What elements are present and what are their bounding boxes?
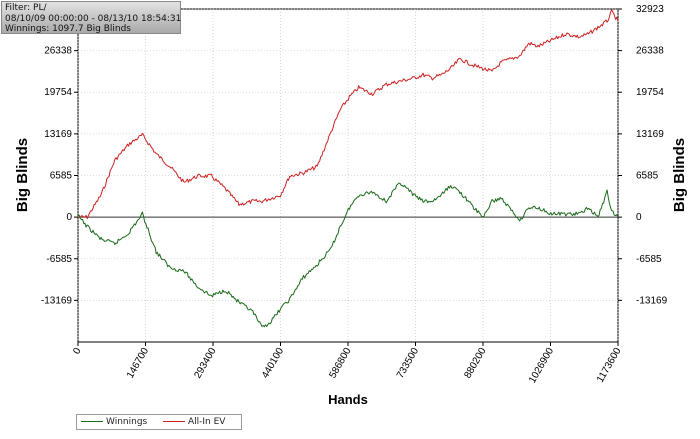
- x-tick-label: 293400: [192, 346, 218, 381]
- info-box: Filter: PL/ 08/10/09 00:00:00 - 08/13/10…: [1, 1, 181, 34]
- legend-item-allin-ev: All-In EV: [163, 417, 225, 428]
- y-ticks-right: 32923 26338 19754 13169 6585 0 -6585 -13169: [618, 4, 668, 306]
- y-tick-label-right: 0: [636, 212, 642, 223]
- y-tick-label-left: -6585: [46, 254, 72, 265]
- legend-item-winnings: Winnings: [81, 417, 147, 428]
- x-axis-title: Hands: [328, 392, 368, 407]
- legend: Winnings All-In EV: [76, 414, 242, 430]
- date-range-text: 08/10/09 00:00:00 - 08/13/10 18:54:31: [5, 13, 182, 24]
- legend-swatch-winnings: [81, 421, 103, 422]
- legend-swatch-allin-ev: [163, 421, 185, 422]
- series-line-all-in-ev: [78, 9, 619, 220]
- y-tick-label-right: -6585: [636, 254, 662, 265]
- y-tick-label-left: 19754: [44, 87, 72, 98]
- y-tick-label-right: 13169: [636, 129, 664, 140]
- winnings-text: Winnings: 1097.7 Big Blinds: [5, 24, 131, 34]
- x-tick-label: 440100: [260, 346, 286, 381]
- y-tick-label-right: -13169: [636, 295, 668, 306]
- y-tick-label-left: 13169: [44, 129, 72, 140]
- y-tick-label-left: 26338: [44, 46, 72, 57]
- x-tick-label: 733500: [395, 346, 421, 381]
- filter-text: Filter: PL/: [5, 3, 47, 13]
- y-tick-label-left: -13169: [41, 295, 73, 306]
- x-tick-label: 0: [71, 346, 84, 357]
- series-layer: [77, 9, 619, 328]
- series-line-winnings: [77, 182, 619, 328]
- x-tick-label: 880200: [462, 346, 488, 381]
- y-tick-label-right: 6585: [636, 170, 659, 181]
- y-axis-title-right: Big Blinds: [671, 138, 688, 212]
- y-tick-label-left: 6585: [50, 170, 73, 181]
- legend-label-allin-ev: All-In EV: [188, 417, 226, 427]
- y-axis-title-left: Big Blinds: [14, 138, 31, 212]
- x-tick-label: 1173600: [595, 346, 624, 385]
- x-tick-label: 586800: [327, 346, 353, 381]
- x-ticks: 0 146700 293400 440100 586800 733500 880200 102…: [71, 342, 624, 385]
- x-tick-label: 1026900: [527, 346, 556, 386]
- y-tick-label-left: 0: [66, 212, 72, 223]
- x-tick-label: 146700: [125, 346, 151, 381]
- y-tick-label-right: 32923: [636, 4, 664, 15]
- y-tick-label-right: 26338: [636, 46, 664, 57]
- legend-label-winnings: Winnings: [106, 417, 148, 427]
- y-tick-label-right: 19754: [636, 87, 664, 98]
